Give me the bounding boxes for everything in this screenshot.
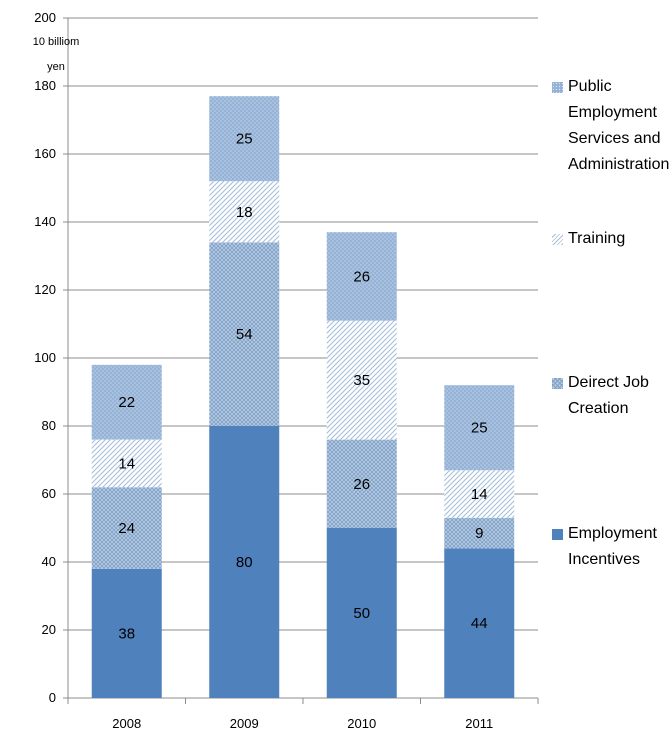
legend-label-direct-job-creation: Deirect Job Creation bbox=[568, 374, 649, 417]
legend-item-direct-job-creation: Deirect Job Creation bbox=[552, 370, 669, 422]
x-tick-label: 2011 bbox=[465, 716, 493, 731]
y-tick-label: 80 bbox=[42, 418, 56, 433]
bar-segment bbox=[91, 487, 162, 569]
y-tick-label: 120 bbox=[34, 282, 56, 297]
bar-segment bbox=[209, 181, 280, 243]
data-label: 14 bbox=[471, 486, 488, 503]
legend: Public Employment Services and Administr… bbox=[552, 0, 669, 740]
data-label: 54 bbox=[236, 326, 253, 343]
bar-segment bbox=[444, 517, 515, 549]
legend-label-public-employment: Public Employment Services and Administr… bbox=[568, 78, 669, 173]
legend-item-public-employment: Public Employment Services and Administr… bbox=[552, 74, 669, 178]
y-tick-label: 0 bbox=[49, 690, 56, 705]
data-label: 26 bbox=[353, 268, 370, 285]
y-tick-label: 180 bbox=[34, 78, 56, 93]
y-tick-label: 40 bbox=[42, 554, 56, 569]
y-tick-label: 200 bbox=[34, 10, 56, 25]
bar-segment bbox=[91, 439, 162, 488]
y-unit-label-line2: yen bbox=[47, 61, 65, 73]
bar-segment bbox=[444, 385, 515, 471]
data-label: 80 bbox=[236, 554, 253, 571]
y-tick-label: 160 bbox=[34, 146, 56, 161]
bar-segment bbox=[209, 426, 280, 698]
bar-segment bbox=[326, 232, 397, 321]
legend-label-employment-incentives: Employment Incentives bbox=[568, 525, 657, 568]
data-label: 26 bbox=[353, 476, 370, 493]
data-label: 18 bbox=[236, 204, 253, 221]
bar-segment bbox=[209, 96, 280, 182]
bar-segment bbox=[209, 242, 280, 426]
legend-swatch-public-employment bbox=[552, 82, 563, 93]
bar-segment bbox=[91, 364, 162, 440]
data-label: 35 bbox=[353, 372, 370, 389]
x-tick-label: 2008 bbox=[112, 716, 141, 731]
axes: 0 20 40 60 80 100 120 140 160 180 200 2008 2009 2010 2… bbox=[34, 10, 539, 731]
data-label: 14 bbox=[118, 455, 135, 472]
bar-segment bbox=[326, 528, 397, 698]
data-label: 24 bbox=[118, 520, 135, 537]
bar-segment bbox=[326, 439, 397, 528]
data-label: 44 bbox=[471, 615, 488, 632]
y-tick-label: 20 bbox=[42, 622, 56, 637]
legend-swatch-training bbox=[552, 234, 563, 245]
legend-item-training: Training bbox=[552, 226, 669, 252]
bars bbox=[91, 96, 515, 698]
data-label: 22 bbox=[118, 394, 135, 411]
legend-swatch-employment-incentives bbox=[552, 529, 563, 540]
bar-segment bbox=[444, 470, 515, 518]
bar-segment bbox=[326, 320, 397, 440]
data-label: 25 bbox=[236, 131, 253, 148]
legend-item-employment-incentives: Employment Incentives bbox=[552, 521, 669, 573]
x-tick-label: 2009 bbox=[230, 716, 259, 731]
y-unit-label-line1: 10 billiom bbox=[33, 36, 79, 48]
data-label: 50 bbox=[353, 605, 370, 622]
y-tick-label: 60 bbox=[42, 486, 56, 501]
x-tick-label: 2010 bbox=[347, 716, 376, 731]
data-label: 25 bbox=[471, 420, 488, 437]
bar-segment bbox=[444, 548, 515, 698]
y-tick-label: 140 bbox=[34, 214, 56, 229]
labels: 38 24 14 22 80 54 18 25 50 26 35 26 44 9 14 25 bbox=[118, 131, 487, 643]
data-label: 38 bbox=[118, 625, 135, 642]
data-label: 9 bbox=[475, 525, 483, 542]
legend-label-training: Training bbox=[568, 230, 626, 247]
legend-swatch-direct-job-creation bbox=[552, 378, 563, 389]
bar-segment bbox=[91, 568, 162, 698]
y-tick-label: 100 bbox=[34, 350, 56, 365]
